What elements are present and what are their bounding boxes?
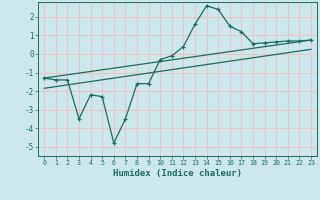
X-axis label: Humidex (Indice chaleur): Humidex (Indice chaleur) <box>113 169 242 178</box>
